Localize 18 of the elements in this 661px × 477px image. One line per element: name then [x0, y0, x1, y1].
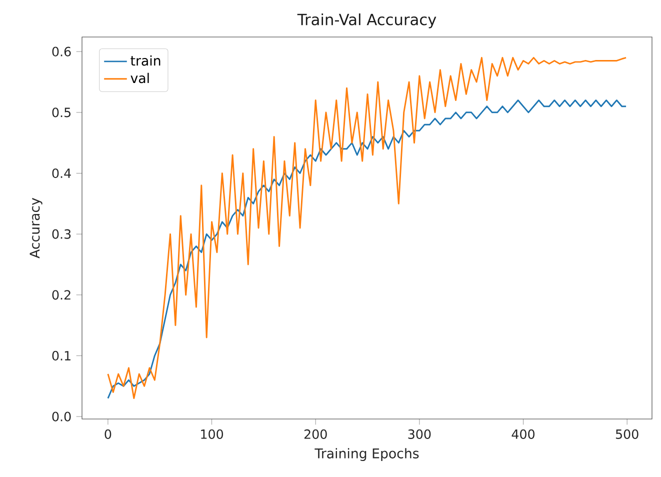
legend-label: val: [130, 72, 149, 84]
x-tick-label: 0: [104, 429, 112, 439]
y-tick-label: 0.1: [52, 350, 70, 361]
x-tick-label: 400: [512, 429, 534, 439]
x-tick-label: 200: [304, 429, 327, 439]
y-tick-label: 0.4: [52, 168, 71, 178]
x-axis-title: Training Epochs: [314, 448, 419, 462]
y-tick-label: 0.6: [52, 46, 71, 56]
chart-title: Train-Val Accuracy: [297, 13, 436, 28]
x-tick-label: 100: [201, 429, 224, 439]
y-tick-label: 0.0: [52, 412, 71, 422]
x-tick-label: 500: [616, 429, 638, 439]
x-tick-label: 300: [408, 429, 431, 439]
legend-label: train: [130, 55, 160, 66]
y-tick-label: 0.3: [52, 229, 71, 239]
y-axis-title: Accuracy: [30, 198, 42, 258]
y-tick-label: 0.5: [52, 108, 71, 118]
y-tick-label: 0.2: [52, 290, 70, 300]
